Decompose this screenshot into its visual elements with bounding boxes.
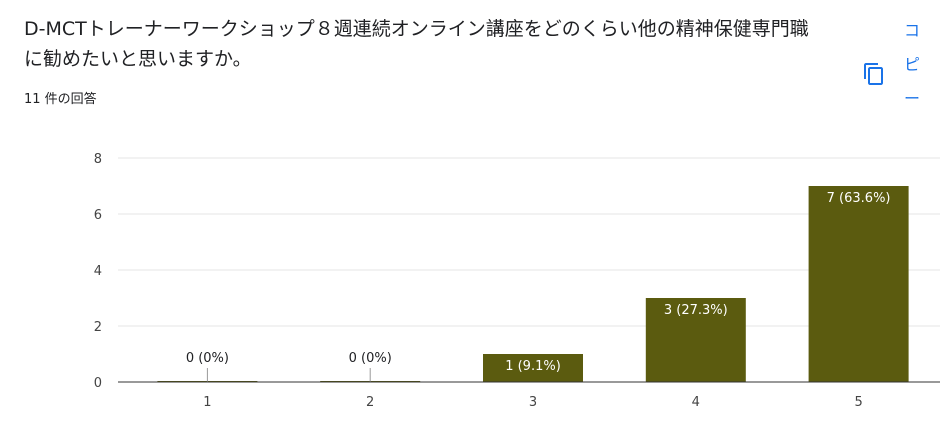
x-tick-label: 1 — [203, 395, 211, 410]
data-label: 0 (0%) — [349, 351, 392, 366]
x-tick-label: 5 — [854, 395, 862, 410]
y-tick-label: 6 — [94, 208, 102, 223]
y-tick-label: 0 — [94, 376, 102, 391]
bar — [808, 186, 909, 382]
copy-label[interactable]: コ ピ ー — [902, 14, 922, 116]
copy-label-char: コ — [903, 21, 920, 40]
copy-icon — [864, 63, 883, 85]
y-tick-label: 4 — [94, 264, 102, 279]
data-label: 3 (27.3%) — [664, 303, 728, 318]
copy-label-char: ー — [903, 89, 920, 108]
y-tick-label: 2 — [94, 320, 102, 335]
data-label: 7 (63.6%) — [827, 191, 891, 206]
data-label: 1 (9.1%) — [505, 359, 561, 374]
x-tick-label: 2 — [366, 395, 374, 410]
data-label: 0 (0%) — [186, 351, 229, 366]
copy-button[interactable] — [858, 58, 890, 90]
bar — [645, 298, 746, 382]
response-count: 11 件の回答 — [24, 92, 97, 107]
question-title: D-MCTトレーナーワークショップ８週連続オンライン講座をどのくらい他の精神保健… — [24, 18, 809, 70]
bar-chart: 0 2 4 6 8 0 (0%) 1 0 (0%) 2 1 (9.1%) 3 3 (27.3%) 4 7 … — [94, 152, 940, 410]
y-tick-label: 8 — [94, 152, 102, 167]
x-tick-label: 4 — [692, 395, 700, 410]
bar — [483, 354, 583, 382]
copy-label-char: ピ — [903, 55, 920, 74]
x-tick-label: 3 — [529, 395, 537, 410]
